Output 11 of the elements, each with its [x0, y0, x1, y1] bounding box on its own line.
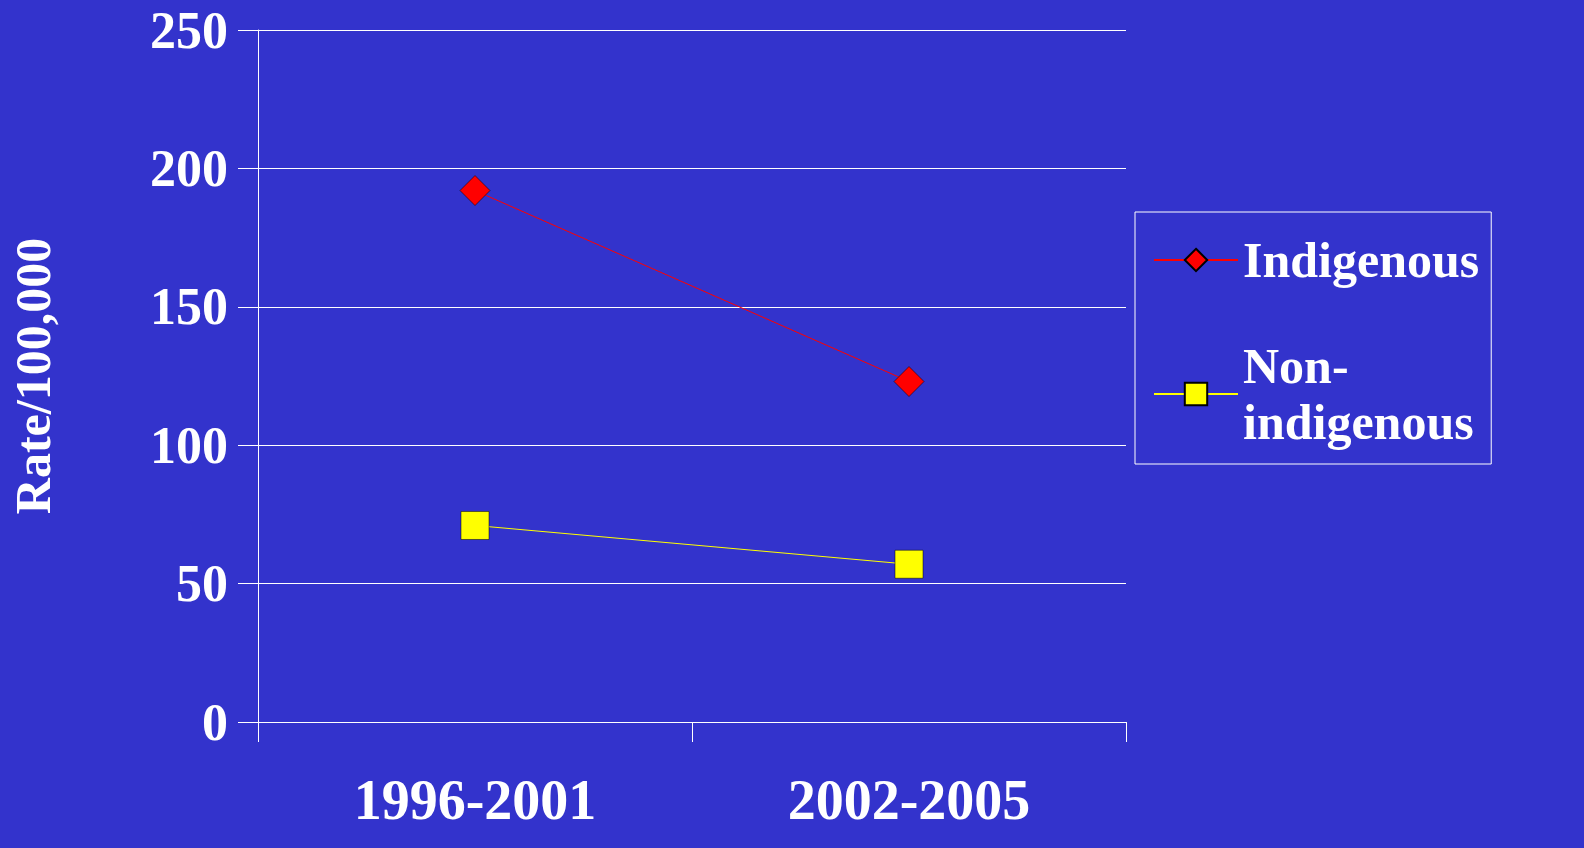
- y-tick-label: 150: [150, 278, 228, 336]
- y-tick-label: 250: [150, 1, 228, 59]
- y-axis-title: Rate/100,000: [5, 237, 61, 515]
- x-tick-label: 2002-2005: [787, 769, 1031, 831]
- x-tick-label: 1996-2001: [353, 769, 597, 831]
- legend-label: Non-indigenous: [1243, 338, 1474, 450]
- y-tick-label: 50: [176, 555, 228, 613]
- legend-label: Indigenous: [1243, 232, 1480, 288]
- y-tick-label: 0: [202, 693, 228, 751]
- y-tick-label: 200: [150, 139, 228, 197]
- y-tick-label: 100: [150, 416, 228, 474]
